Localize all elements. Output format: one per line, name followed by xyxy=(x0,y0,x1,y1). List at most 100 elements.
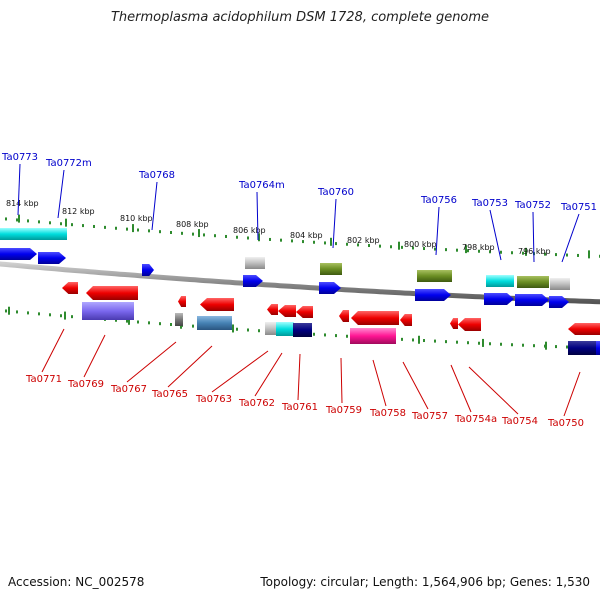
scale-upper xyxy=(5,214,600,259)
gene-leader-line xyxy=(41,328,65,373)
kbp-label: 800 kbp xyxy=(404,240,437,249)
scale-dot-upper xyxy=(324,241,326,245)
gene-leader-line xyxy=(372,359,387,407)
gene-feature xyxy=(458,318,481,331)
scale-dot-upper xyxy=(401,245,403,249)
scale-dot-upper xyxy=(368,244,370,248)
scale-dot-lower xyxy=(478,341,480,345)
gene-label-reverse: Ta0763 xyxy=(195,394,232,405)
scale-dot-upper xyxy=(335,242,337,246)
scale-dot-upper xyxy=(412,246,414,250)
gene-feature xyxy=(568,323,600,335)
kbp-label: 812 kbp xyxy=(62,207,95,216)
gene-leader-line xyxy=(126,341,177,383)
scale-tick-major xyxy=(418,335,420,344)
scale-dot-upper xyxy=(203,233,205,237)
gene-feature xyxy=(351,311,399,325)
scale-dot-upper xyxy=(115,226,117,230)
scale-dot-upper xyxy=(60,222,62,226)
scale-dot-lower xyxy=(423,339,425,343)
scale-tick-major xyxy=(198,229,200,238)
scale-tick-major xyxy=(482,338,484,347)
scale-dot-upper xyxy=(423,247,425,251)
scale-dot-lower xyxy=(456,340,458,344)
scale-tick-major xyxy=(64,311,66,320)
gene-label-reverse: Ta0754 xyxy=(501,416,538,427)
scale-dot-upper xyxy=(181,231,183,235)
accession-text: Accession: NC_002578 xyxy=(8,575,145,589)
scale-tick-major xyxy=(8,306,10,315)
scale-dot-upper xyxy=(126,227,128,231)
gene-feature xyxy=(178,296,186,307)
gene-label-reverse: Ta0758 xyxy=(369,408,406,419)
scale-dot-upper xyxy=(159,230,161,234)
scale-dot-lower xyxy=(467,341,469,345)
gene-feature xyxy=(267,304,278,315)
scale-dot-upper xyxy=(544,252,546,256)
gene-label-reverse: Ta0769 xyxy=(67,379,104,390)
gene-label-forward: Ta0768 xyxy=(138,170,175,181)
scale-dot-lower xyxy=(27,311,29,315)
scale-dot-upper xyxy=(522,251,524,255)
gene-label-reverse: Ta0754a xyxy=(454,414,497,425)
scale-dot-lower xyxy=(170,322,172,326)
gene-leader-line xyxy=(450,364,472,413)
scale-tick-major xyxy=(465,245,467,254)
scale-dot-upper xyxy=(357,243,359,247)
scale-tick-major xyxy=(525,247,527,256)
scale-dot-upper xyxy=(16,218,18,222)
kbp-label: 802 kbp xyxy=(347,236,380,245)
gene-leader-line xyxy=(17,163,21,216)
gene-label-reverse: Ta0761 xyxy=(281,402,318,413)
scale-dot-upper xyxy=(236,235,238,239)
gene-feature xyxy=(550,278,570,290)
gene-label-reverse: Ta0765 xyxy=(151,389,188,400)
gene-label-forward: Ta0773 xyxy=(1,152,38,163)
gene-feature xyxy=(0,248,37,260)
gene-leader-line xyxy=(211,350,269,393)
scale-dot-upper xyxy=(71,223,73,227)
gene-feature xyxy=(82,302,134,320)
gene-label-reverse: Ta0767 xyxy=(110,384,147,395)
gene-label-forward: Ta0751 xyxy=(560,202,597,213)
kbp-label: 796 kbp xyxy=(518,247,551,256)
scale-dot-lower xyxy=(335,334,337,338)
genome-summary-text: Topology: circular; Length: 1,564,906 bp… xyxy=(260,575,590,589)
gene-leader-line xyxy=(532,211,535,263)
scale-dot-lower xyxy=(38,312,40,316)
scale-tick-major xyxy=(330,237,332,246)
gene-feature xyxy=(142,264,154,276)
scale-dot-upper xyxy=(82,224,84,228)
scale-dot-upper xyxy=(467,249,469,253)
scale-dot-lower xyxy=(16,310,18,314)
gene-feature xyxy=(62,282,78,294)
kbp-label: 798 kbp xyxy=(462,243,495,252)
gene-feature xyxy=(517,276,549,288)
scale-dot-upper xyxy=(38,220,40,224)
gene-feature xyxy=(245,257,265,269)
gene-feature xyxy=(265,322,277,335)
gene-label-forward: Ta0760 xyxy=(317,187,354,198)
gene-label-forward: Ta0753 xyxy=(471,198,508,209)
scale-dot-lower xyxy=(258,329,260,333)
scale-dot-upper xyxy=(225,234,227,238)
gene-leader-line xyxy=(563,371,581,417)
scale-dot-lower xyxy=(60,314,62,318)
scale-dot-lower xyxy=(401,337,403,341)
gene-features xyxy=(0,228,600,355)
scale-dot-upper xyxy=(269,237,271,241)
gene-label-forward: Ta0764m xyxy=(238,180,285,191)
scale-tick-major xyxy=(132,224,134,233)
scale-dot-lower xyxy=(533,344,535,348)
scale-dot-upper xyxy=(148,229,150,233)
scale-dot-upper xyxy=(49,221,51,225)
gene-feature xyxy=(38,252,66,264)
gene-feature xyxy=(486,275,514,287)
scale-dot-lower xyxy=(511,343,513,347)
scale-dot-upper xyxy=(390,245,392,249)
scale-dot-upper xyxy=(192,232,194,236)
gene-leader-line xyxy=(297,353,301,401)
gene-feature xyxy=(515,294,549,306)
scale-dot-lower xyxy=(71,315,73,319)
gene-leader-line xyxy=(561,213,580,263)
